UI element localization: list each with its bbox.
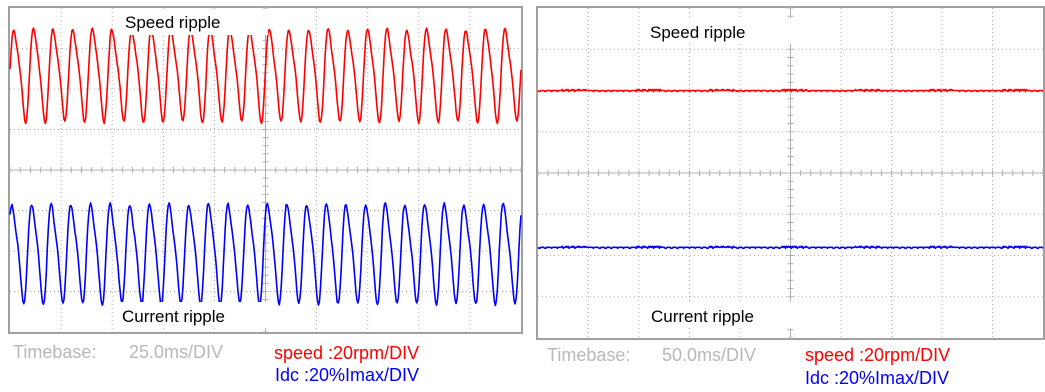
timebase-label: Timebase: [547, 345, 631, 365]
speed-scale: speed :20rpm/DIV [274, 343, 420, 363]
traces [537, 88, 1044, 250]
right-scope-plot: Speed ripple Current ripple [536, 6, 1045, 340]
label-background [118, 9, 268, 35]
idc-scale: Idc :20%Imax/DIV [805, 368, 950, 388]
right-scope-panel: Speed ripple Current ripple [536, 6, 1045, 340]
speed-scale: speed :20rpm/DIV [805, 345, 951, 365]
left-scope-panel: Speed ripple Current ripple [8, 6, 523, 334]
idc-scale: Idc :20%Imax/DIV [275, 365, 420, 385]
speed-ripple-label: Speed ripple [125, 13, 220, 32]
current-ripple-trace [9, 202, 522, 307]
speed-ripple-trace [537, 88, 1044, 93]
speed-ripple-label: Speed ripple [650, 23, 745, 42]
left-scope-plot: Speed ripple Current ripple [8, 6, 523, 334]
traces [9, 27, 522, 307]
timebase-value: 25.0ms/DIV [129, 342, 224, 362]
timebase-label: Timebase: [13, 342, 97, 362]
label-background [644, 302, 804, 328]
label-background [644, 18, 794, 44]
timebase-value: 50.0ms/DIV [662, 345, 757, 365]
current-ripple-trace [537, 245, 1044, 250]
label-background [116, 302, 276, 328]
current-ripple-label: Current ripple [122, 307, 225, 326]
speed-ripple-trace [9, 27, 522, 125]
current-ripple-label: Current ripple [651, 307, 754, 326]
